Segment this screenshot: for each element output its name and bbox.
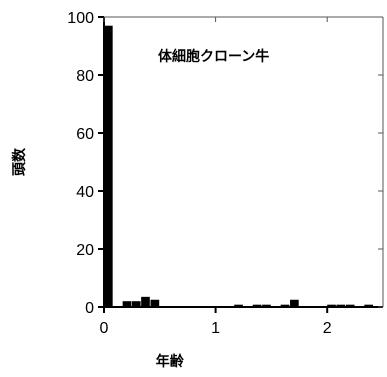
bar-3 [141, 296, 150, 307]
bar-4 [150, 299, 160, 307]
bar-11 [336, 304, 346, 307]
bar-12 [345, 304, 355, 307]
y-axis-ticks: 0 20 40 60 80 100 [67, 10, 383, 317]
x-tick-label-0: 0 [100, 320, 109, 337]
y-tick-label-0: 0 [85, 300, 94, 317]
x-tick-label-1: 1 [211, 320, 220, 337]
bar-5 [234, 304, 243, 307]
bar-0 [104, 25, 113, 307]
bar-6 [252, 304, 262, 307]
bar-2 [131, 301, 141, 307]
x-axis-label: 年齢 [156, 353, 185, 370]
y-tick-label-100: 100 [67, 10, 94, 27]
y-tick-label-40: 40 [76, 184, 94, 201]
bar-10 [327, 304, 336, 307]
bar-7 [262, 304, 271, 307]
chart-annotation: 体細胞クローン牛 [158, 48, 269, 65]
x-tick-label-2: 2 [323, 320, 332, 337]
bar-13 [364, 304, 374, 307]
bar-1 [122, 301, 132, 307]
y-axis-label: 頭数 [11, 147, 28, 176]
bars-group [104, 25, 374, 307]
bar-8 [280, 304, 290, 307]
y-tick-label-20: 20 [76, 242, 94, 259]
x-axis-ticks: 0 1 2 [100, 17, 332, 337]
y-tick-label-80: 80 [76, 68, 94, 85]
bar-9 [290, 299, 299, 307]
y-tick-label-60: 60 [76, 126, 94, 143]
